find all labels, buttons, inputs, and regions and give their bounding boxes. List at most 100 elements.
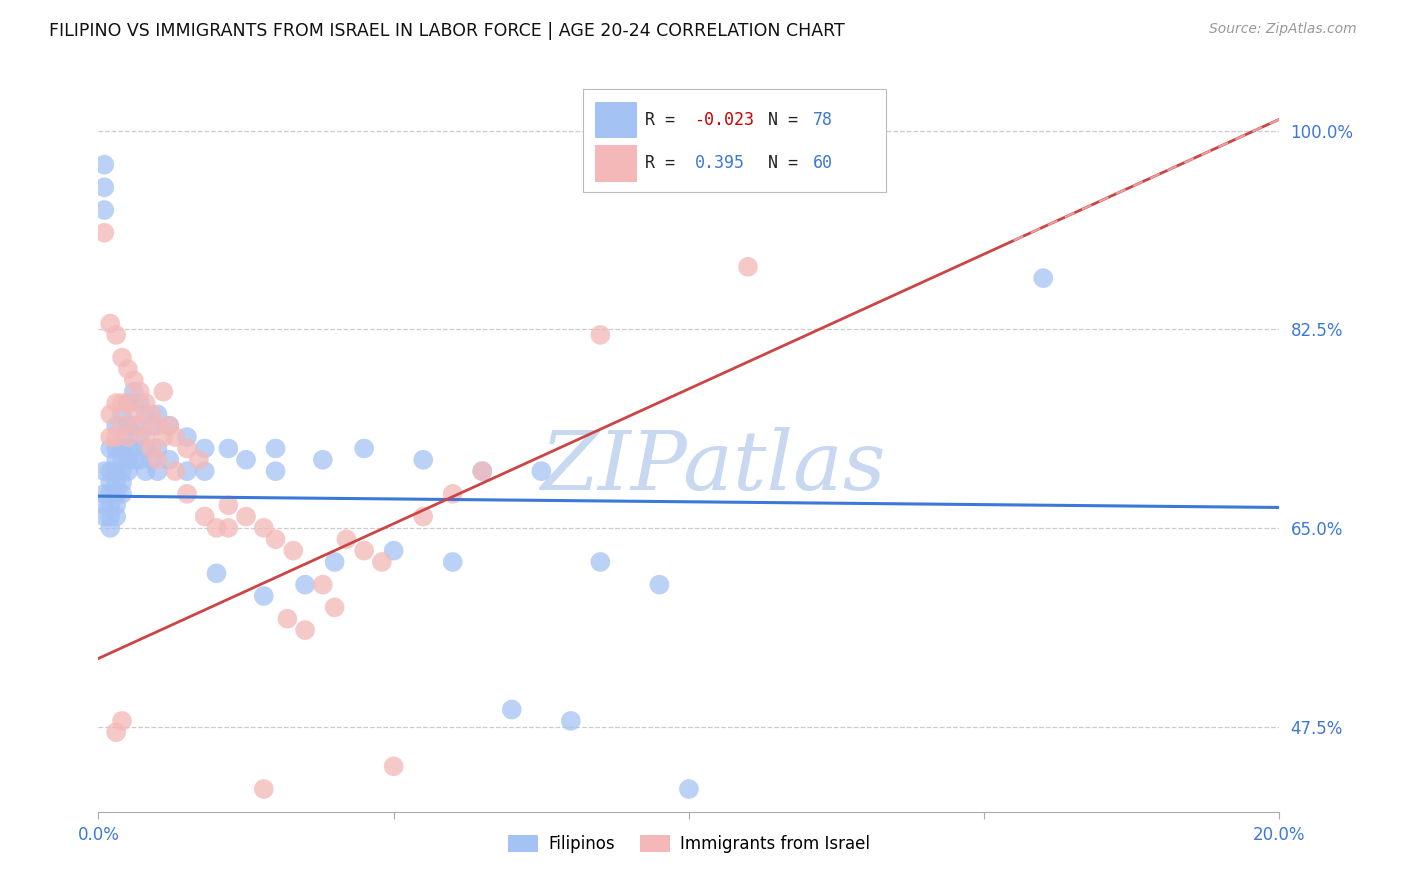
Point [105,452,128,467]
Point [122,384,145,399]
Point [105,487,128,501]
Point [111,351,134,365]
Point [194,442,217,456]
Point [128,384,150,399]
Point [98,521,121,535]
Text: FILIPINO VS IMMIGRANTS FROM ISRAEL IN LABOR FORCE | AGE 20-24 CORRELATION CHART: FILIPINO VS IMMIGRANTS FROM ISRAEL IN LA… [49,22,845,40]
Point [589,327,612,342]
Text: R =: R = [645,111,685,129]
Point [283,543,305,558]
Point [93,226,115,240]
Point [678,782,700,797]
Point [98,487,121,501]
Point [152,384,174,399]
Point [165,430,187,444]
Point [128,418,150,433]
Point [98,509,121,524]
Point [128,452,150,467]
Point [93,158,115,172]
Point [264,533,287,547]
Point [122,418,145,433]
Text: -0.023: -0.023 [695,111,755,129]
Point [441,555,464,569]
Point [105,475,128,490]
Point [111,452,134,467]
Point [176,442,198,456]
Point [105,430,128,444]
Point [93,498,115,512]
Point [323,555,346,569]
Point [111,408,134,422]
Point [312,452,335,467]
Point [217,521,239,535]
Point [471,464,494,478]
Point [176,487,198,501]
Text: 60: 60 [813,154,832,172]
Point [796,169,818,183]
Point [98,475,121,490]
Point [253,521,276,535]
Point [560,714,582,728]
Point [235,509,257,524]
Point [135,464,157,478]
Point [117,396,139,410]
Point [93,464,115,478]
Point [141,442,163,456]
Point [353,543,375,558]
Point [312,577,335,591]
Point [128,430,150,444]
Point [141,452,163,467]
Point [589,555,612,569]
Point [264,464,287,478]
Point [117,430,139,444]
Point [105,327,128,342]
Point [135,442,157,456]
Point [98,464,121,478]
Point [105,509,128,524]
Point [382,543,405,558]
Point [135,396,157,410]
Text: 0.395: 0.395 [695,154,745,172]
Point [176,430,198,444]
Point [253,782,276,797]
Point [98,317,121,331]
Point [98,430,121,444]
Point [98,442,121,456]
Point [93,509,115,524]
Point [194,464,217,478]
Point [157,418,180,433]
Point [176,464,198,478]
Point [146,464,169,478]
Point [205,521,228,535]
Text: ZIPatlas: ZIPatlas [540,427,886,507]
Point [294,577,316,591]
Point [117,362,139,376]
Point [117,396,139,410]
Point [111,396,134,410]
Point [111,430,134,444]
Point [98,408,121,422]
Point [412,452,434,467]
Point [146,418,169,433]
Point [1032,271,1054,285]
Point [335,533,357,547]
Text: Source: ZipAtlas.com: Source: ZipAtlas.com [1209,22,1357,37]
Point [122,373,145,387]
Point [648,577,671,591]
Legend: Filipinos, Immigrants from Israel: Filipinos, Immigrants from Israel [502,828,876,860]
Point [737,260,759,274]
Point [152,430,174,444]
Point [146,442,169,456]
Point [353,442,375,456]
Point [141,418,163,433]
Point [93,180,115,194]
Text: N =: N = [768,111,807,129]
Point [235,452,257,467]
Point [128,396,150,410]
Point [412,509,434,524]
Point [111,475,134,490]
Point [117,418,139,433]
Point [111,714,134,728]
Text: 78: 78 [813,111,832,129]
Point [276,612,298,626]
